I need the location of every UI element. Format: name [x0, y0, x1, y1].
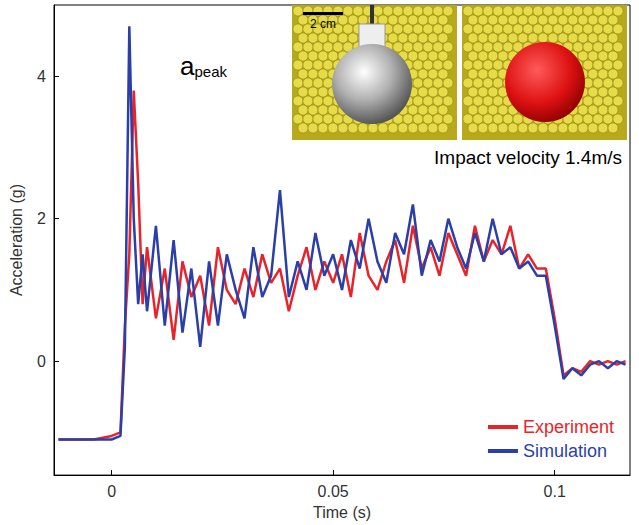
svg-text:2: 2 [37, 210, 46, 227]
svg-text:0.05: 0.05 [318, 483, 349, 500]
svg-text:0.1: 0.1 [544, 483, 566, 500]
svg-text:Acceleration (g): Acceleration (g) [8, 184, 25, 296]
svg-text:0: 0 [107, 483, 116, 500]
svg-text:Impact velocity 1.4m/s: Impact velocity 1.4m/s [434, 147, 622, 168]
svg-text:peak: peak [194, 63, 227, 80]
svg-text:Time (s): Time (s) [313, 504, 371, 521]
svg-text:2 cm: 2 cm [310, 17, 336, 31]
svg-text:Experiment: Experiment [523, 417, 614, 437]
svg-text:0: 0 [37, 353, 46, 370]
svg-text:4: 4 [37, 68, 46, 85]
svg-text:Simulation: Simulation [523, 441, 607, 461]
svg-text:a: a [180, 51, 195, 81]
